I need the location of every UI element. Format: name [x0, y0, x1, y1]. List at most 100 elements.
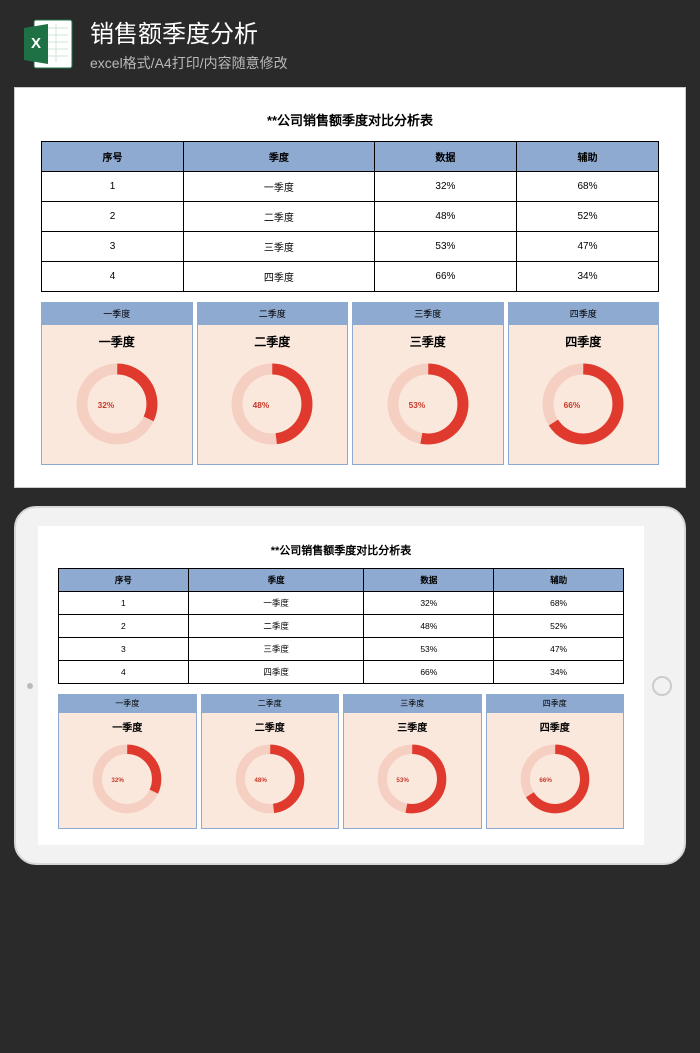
chart-label: 二季度 [198, 325, 348, 354]
page-header: X 销售额季度分析 excel格式/A4打印/内容随意修改 [0, 0, 700, 87]
donut-chart: 32% [88, 740, 166, 818]
table-header-cell: 季度 [183, 142, 374, 172]
table-cell: 52% [494, 615, 624, 638]
table-cell: 66% [374, 262, 516, 292]
donut-wrap: 48% [198, 354, 348, 464]
donut-chart-card: 四季度四季度 66% [508, 302, 660, 465]
donut-chart: 32% [71, 358, 163, 450]
table-cell: 三季度 [183, 232, 374, 262]
table-cell: 一季度 [183, 172, 374, 202]
chart-label: 四季度 [487, 713, 624, 737]
table-cell: 一季度 [188, 592, 364, 615]
table-cell: 2 [59, 615, 189, 638]
table-cell: 三季度 [188, 638, 364, 661]
table-cell: 3 [42, 232, 184, 262]
donut-wrap: 66% [487, 737, 624, 828]
table-row: 2二季度48%52% [42, 202, 659, 232]
tablet-camera-dot [27, 683, 33, 689]
tablet-home-button [652, 676, 672, 696]
table-cell: 3 [59, 638, 189, 661]
chart-tab: 四季度 [509, 303, 659, 325]
donut-chart-card: 一季度一季度 32% [41, 302, 193, 465]
table-cell: 53% [364, 638, 494, 661]
donut-chart-card: 二季度二季度 48% [201, 694, 340, 829]
quarter-data-table: 序号季度数据辅助 1一季度32%68%2二季度48%52%3三季度53%47%4… [41, 141, 659, 292]
tablet-screen: **公司销售额季度对比分析表 序号季度数据辅助 1一季度32%68%2二季度48… [38, 526, 644, 845]
table-header-cell: 序号 [42, 142, 184, 172]
chart-label: 一季度 [59, 713, 196, 737]
donut-percent-label: 66% [539, 777, 552, 784]
table-cell: 48% [374, 202, 516, 232]
table-cell: 二季度 [188, 615, 364, 638]
chart-tab: 三季度 [353, 303, 503, 325]
chart-tab: 二季度 [198, 303, 348, 325]
table-cell: 2 [42, 202, 184, 232]
donut-percent-label: 66% [564, 401, 581, 410]
chart-label: 一季度 [42, 325, 192, 354]
donut-chart-card: 三季度三季度 53% [352, 302, 504, 465]
table-cell: 47% [516, 232, 658, 262]
table-cell: 52% [516, 202, 658, 232]
table-cell: 47% [494, 638, 624, 661]
donut-chart: 66% [537, 358, 629, 450]
donut-chart-card: 一季度一季度 32% [58, 694, 197, 829]
table-row: 3三季度53%47% [42, 232, 659, 262]
chart-label: 二季度 [202, 713, 339, 737]
donut-wrap: 48% [202, 737, 339, 828]
quarter-data-table: 序号季度数据辅助 1一季度32%68%2二季度48%52%3三季度53%47%4… [58, 568, 624, 684]
donut-chart: 48% [231, 740, 309, 818]
table-cell: 48% [364, 615, 494, 638]
table-row: 1一季度32%68% [59, 592, 624, 615]
header-subtitle: excel格式/A4打印/内容随意修改 [90, 53, 680, 73]
table-header-cell: 季度 [188, 569, 364, 592]
table-cell: 1 [59, 592, 189, 615]
svg-text:X: X [31, 35, 41, 52]
table-cell: 32% [374, 172, 516, 202]
table-cell: 32% [364, 592, 494, 615]
table-header-row: 序号季度数据辅助 [59, 569, 624, 592]
table-body: 1一季度32%68%2二季度48%52%3三季度53%47%4四季度66%34% [42, 172, 659, 292]
document-title: **公司销售额季度对比分析表 [58, 542, 624, 558]
donut-chart-card: 三季度三季度 53% [343, 694, 482, 829]
table-cell: 53% [374, 232, 516, 262]
table-header-cell: 数据 [364, 569, 494, 592]
tablet-mockup: **公司销售额季度对比分析表 序号季度数据辅助 1一季度32%68%2二季度48… [14, 506, 686, 865]
donut-charts-row: 一季度一季度 32% 二季度二季度 48% 三季度三季度 53% 四季度四季度 … [41, 302, 659, 465]
donut-percent-label: 53% [408, 401, 425, 410]
table-header-cell: 辅助 [516, 142, 658, 172]
table-header-row: 序号季度数据辅助 [42, 142, 659, 172]
chart-tab: 二季度 [202, 695, 339, 713]
chart-label: 四季度 [509, 325, 659, 354]
table-cell: 1 [42, 172, 184, 202]
table-row: 4四季度66%34% [42, 262, 659, 292]
donut-percent-label: 32% [112, 777, 125, 784]
table-cell: 四季度 [183, 262, 374, 292]
donut-percent-label: 48% [254, 777, 267, 784]
donut-chart: 48% [226, 358, 318, 450]
donut-chart: 66% [516, 740, 594, 818]
chart-tab: 三季度 [344, 695, 481, 713]
chart-label: 三季度 [353, 325, 503, 354]
donut-wrap: 53% [353, 354, 503, 464]
table-cell: 34% [494, 661, 624, 684]
excel-file-icon: X [20, 16, 76, 72]
table-row: 3三季度53%47% [59, 638, 624, 661]
table-cell: 四季度 [188, 661, 364, 684]
donut-wrap: 32% [59, 737, 196, 828]
table-row: 4四季度66%34% [59, 661, 624, 684]
chart-label: 三季度 [344, 713, 481, 737]
table-header-cell: 数据 [374, 142, 516, 172]
donut-chart: 53% [373, 740, 451, 818]
donut-percent-label: 32% [97, 401, 114, 410]
table-body: 1一季度32%68%2二季度48%52%3三季度53%47%4四季度66%34% [59, 592, 624, 684]
table-cell: 68% [494, 592, 624, 615]
donut-wrap: 53% [344, 737, 481, 828]
chart-tab: 一季度 [59, 695, 196, 713]
document-title: **公司销售额季度对比分析表 [41, 110, 659, 129]
donut-chart: 53% [382, 358, 474, 450]
donut-charts-row: 一季度一季度 32% 二季度二季度 48% 三季度三季度 53% 四季度四季度 … [58, 694, 624, 829]
table-cell: 34% [516, 262, 658, 292]
chart-tab: 一季度 [42, 303, 192, 325]
donut-wrap: 66% [509, 354, 659, 464]
table-cell: 68% [516, 172, 658, 202]
